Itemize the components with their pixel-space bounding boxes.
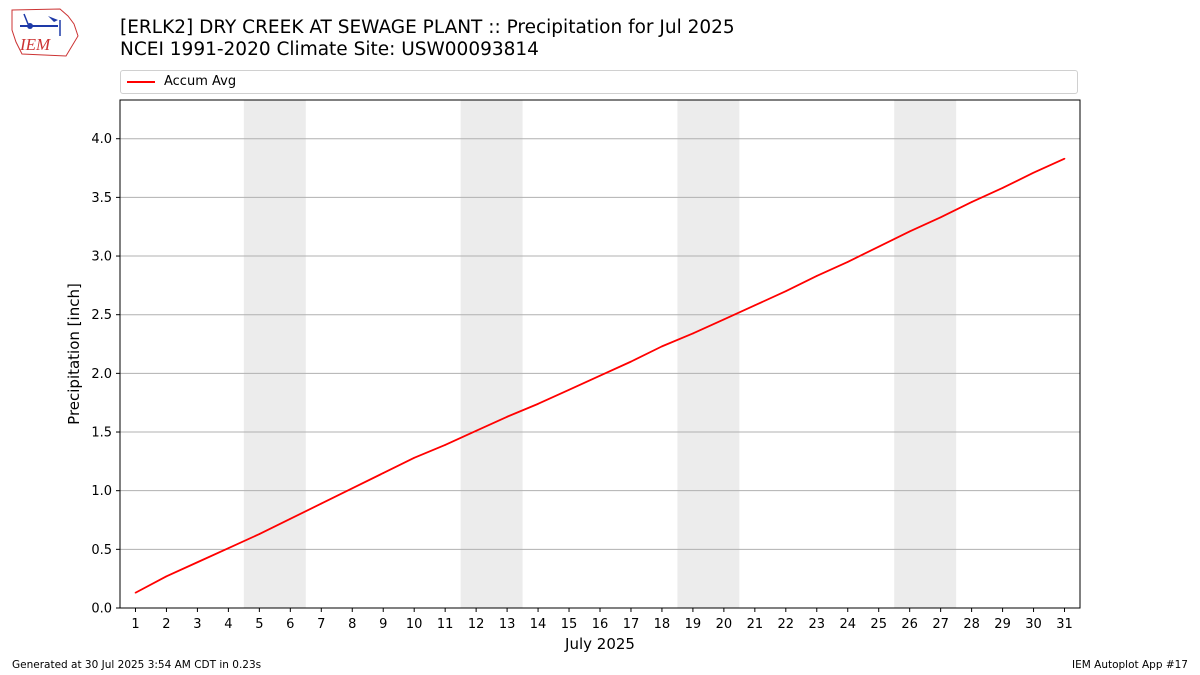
data-point [382,472,385,474]
data-point [877,245,880,248]
x-tick-label: 2 [162,617,170,632]
data-point [1063,157,1066,160]
x-tick-label: 1 [131,617,139,632]
logo-text: IEM [19,35,51,54]
x-tick-label: 4 [224,617,232,632]
legend-swatch-accum-avg [127,81,155,83]
legend-label-accum-avg: Accum Avg [164,74,237,89]
data-point [506,415,508,418]
data-point [165,575,168,578]
data-point [939,216,942,219]
x-tick-label: 8 [348,617,356,632]
data-point [1001,187,1004,189]
data-point [568,388,570,391]
x-tick-label: 19 [685,617,702,632]
y-axis-ticks: 0.0 0.5 1.0 1.5 2.0 2.5 3.0 3.5 4.0 [91,132,120,617]
data-point [846,261,849,263]
y-tick-label: 0.5 [91,543,112,558]
data-point [444,444,446,446]
weekend-band [677,100,740,608]
data-point [754,304,756,307]
y-axis-label: Precipitation [inch] [65,283,83,425]
data-point [413,457,415,459]
x-tick-label: 9 [379,617,387,632]
x-tick-label: 5 [255,617,263,632]
data-point [599,374,601,377]
data-point [289,518,292,520]
data-point [630,360,632,363]
x-tick-label: 23 [809,617,826,632]
data-point [258,533,261,535]
series-layer [134,157,1066,594]
x-tick-label: 15 [561,617,578,632]
x-tick-label: 11 [437,617,454,632]
x-tick-label: 18 [654,617,671,632]
x-tick-label: 10 [406,617,423,632]
x-tick-label: 21 [747,617,764,632]
x-tick-label: 13 [499,617,516,632]
x-tick-label: 26 [901,617,918,632]
title-line-2: NCEI 1991-2020 Climate Site: USW00093814 [120,39,539,60]
data-point [661,345,663,348]
y-tick-label: 1.5 [91,426,112,441]
x-tick-label: 24 [839,617,856,632]
x-tick-label: 30 [1025,617,1042,632]
data-point [785,290,787,293]
x-axis-label: July 2025 [564,635,635,653]
legend: Accum Avg [120,70,1078,94]
x-tick-label: 6 [286,617,294,632]
generated-timestamp: Generated at 30 Jul 2025 3:54 AM CDT in … [12,659,262,671]
y-tick-label: 2.5 [91,308,112,323]
x-tick-label: 17 [623,617,640,632]
x-tick-label: 7 [317,617,325,632]
data-point [227,547,230,549]
data-point [815,275,818,277]
x-tick-label: 14 [530,617,547,632]
chart-title: [ERLK2] DRY CREEK AT SEWAGE PLANT :: Pre… [120,17,735,61]
autoplot-app-label: IEM Autoplot App #17 [1072,659,1188,671]
x-tick-label: 20 [716,617,733,632]
x-tick-label: 27 [932,617,949,632]
data-point [196,561,199,564]
weekend-band [243,100,306,608]
weekend-band [460,100,523,608]
x-tick-label: 29 [994,617,1011,632]
y-tick-label: 0.0 [91,602,112,617]
x-tick-label: 22 [778,617,795,632]
data-point [351,487,354,490]
data-point [320,502,323,505]
data-point [1032,171,1035,174]
data-point [970,201,973,203]
data-point [723,318,725,321]
data-point [475,430,477,432]
x-tick-label: 16 [592,617,609,632]
title-line-1: [ERLK2] DRY CREEK AT SEWAGE PLANT :: Pre… [120,17,735,38]
weekend-bands [243,100,957,608]
x-tick-label: 25 [870,617,887,632]
y-tick-label: 3.5 [91,191,112,206]
y-tick-label: 2.0 [91,367,112,382]
data-point [692,332,694,335]
x-tick-label: 3 [193,617,201,632]
data-point [134,591,137,594]
iem-logo: IEM [11,8,79,57]
data-point [908,230,911,233]
y-tick-label: 4.0 [91,132,112,147]
x-axis-ticks: 1 2 3 4 5 6 7 8 9 10 11 12 13 14 15 16 17 18 19 20 21 22 23 24 2… [131,608,1073,632]
data-point [537,403,539,405]
y-tick-label: 3.0 [91,250,112,265]
y-tick-label: 1.0 [91,484,112,499]
x-tick-label: 12 [468,617,485,632]
weekend-band [894,100,957,608]
x-tick-label: 31 [1056,617,1073,632]
x-tick-label: 28 [963,617,980,632]
